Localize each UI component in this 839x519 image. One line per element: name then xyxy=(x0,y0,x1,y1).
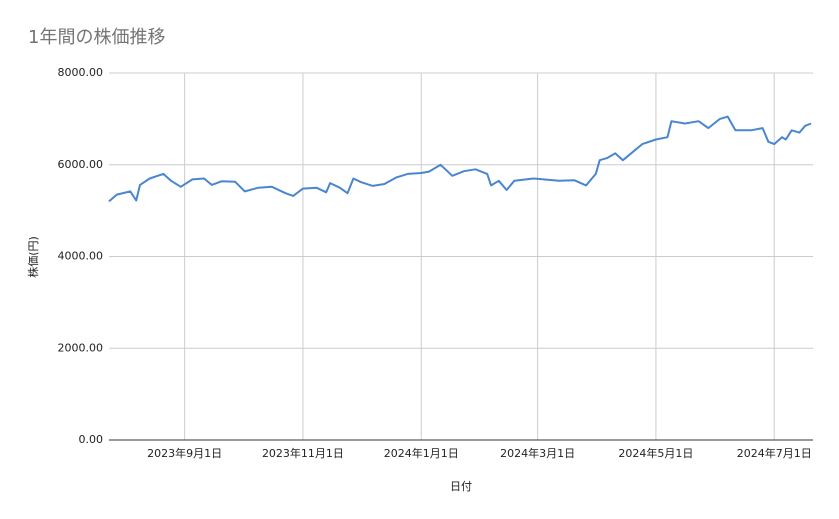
y-tick-label: 6000.00 xyxy=(58,158,104,171)
line-series xyxy=(108,115,812,203)
y-tick-label: 8000.00 xyxy=(58,66,104,79)
x-tick-label: 2024年3月1日 xyxy=(500,446,575,460)
y-tick-label: 0.00 xyxy=(79,433,104,446)
x-tick-label: 2024年1月1日 xyxy=(384,446,459,460)
y-tick-label: 2000.00 xyxy=(58,341,104,354)
chart-title: 1年間の株価推移 xyxy=(28,27,165,48)
y-axis-label: 株価(円) xyxy=(26,236,40,278)
x-tick-label: 2023年9月1日 xyxy=(147,446,222,460)
x-tick-label: 2024年5月1日 xyxy=(618,446,693,460)
x-tick-label: 2023年11月1日 xyxy=(262,446,344,460)
y-tick-label: 4000.00 xyxy=(58,250,104,263)
x-axis-label: 日付 xyxy=(450,480,472,493)
x-tick-label: 2024年7月1日 xyxy=(737,446,812,460)
